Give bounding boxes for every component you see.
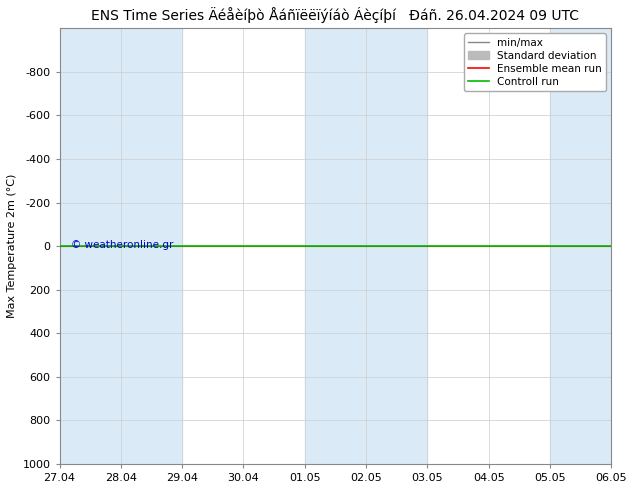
Bar <box>60 28 182 464</box>
Title: ENS Time Series Äéåèíþò Åáñïëëïýíáò Áèçíþí   Ðáñ. 26.04.2024 09 UTC: ENS Time Series Äéåèíþò Åáñïëëïýíáò Áèçí… <box>91 7 579 23</box>
Bar <box>550 28 611 464</box>
Y-axis label: Max Temperature 2m (°C): Max Temperature 2m (°C) <box>7 174 17 318</box>
Legend: min/max, Standard deviation, Ensemble mean run, Controll run: min/max, Standard deviation, Ensemble me… <box>464 33 606 91</box>
Bar <box>305 28 427 464</box>
Text: © weatheronline.gr: © weatheronline.gr <box>70 240 173 250</box>
